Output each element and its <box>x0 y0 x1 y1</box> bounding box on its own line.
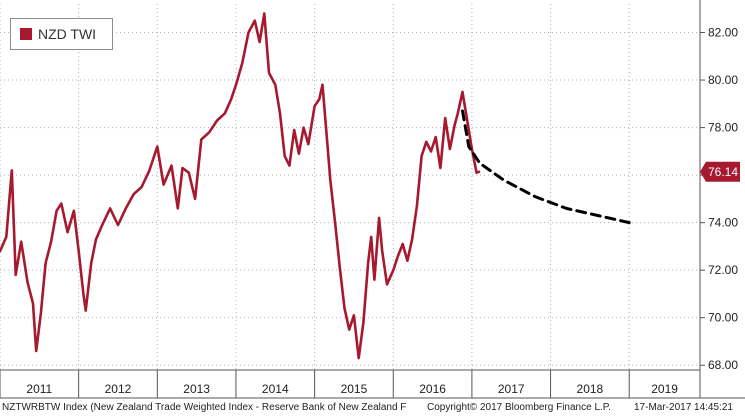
y-tick-label: 82.00 <box>708 26 738 40</box>
y-tick-label: 72.00 <box>708 263 738 277</box>
y-axis: 68.0070.0072.0074.0076.0078.0080.0082.00… <box>699 0 740 398</box>
x-tick-label: 2015 <box>341 382 368 396</box>
x-tick-label: 2013 <box>183 382 210 396</box>
legend-label: NZD TWI <box>38 26 97 42</box>
x-tick-label: 2014 <box>262 382 289 396</box>
y-tick-label: 80.00 <box>708 73 738 87</box>
x-axis: 2011 2012 2013 2014 2015 2016 2017 2018 2019 <box>0 369 745 399</box>
y-tick-label: 78.00 <box>708 121 738 135</box>
x-tick-label: 2011 <box>26 382 52 396</box>
y-tick-label: 70.00 <box>708 311 738 325</box>
plot-background <box>0 0 700 370</box>
series-layer <box>0 12 631 360</box>
y-tick-label: 68.00 <box>708 358 738 372</box>
last-value-label: 76.14 <box>708 165 738 179</box>
x-tick-label: 2016 <box>419 382 446 396</box>
last-value-flag <box>700 161 740 182</box>
nzd-twi-line <box>0 12 481 360</box>
x-tick-label: 2018 <box>577 382 604 396</box>
forecast-line <box>461 109 631 225</box>
x-tick-label: 2012 <box>105 382 132 396</box>
x-tick-label: 2019 <box>651 382 678 396</box>
timestamp: 17-Mar-2017 14:45:21 <box>634 402 733 413</box>
copyright-note: Copyright© 2017 Bloomberg Finance L.P. <box>427 402 611 413</box>
source-note: NZTWRBTW Index (New Zealand Trade Weight… <box>2 402 407 413</box>
legend: NZD TWI <box>10 18 113 50</box>
x-tick-label: 2017 <box>498 382 525 396</box>
y-tick-label: 74.00 <box>708 216 738 230</box>
footer: NZTWRBTW Index (New Zealand Trade Weight… <box>0 400 745 416</box>
legend-swatch <box>20 28 32 40</box>
